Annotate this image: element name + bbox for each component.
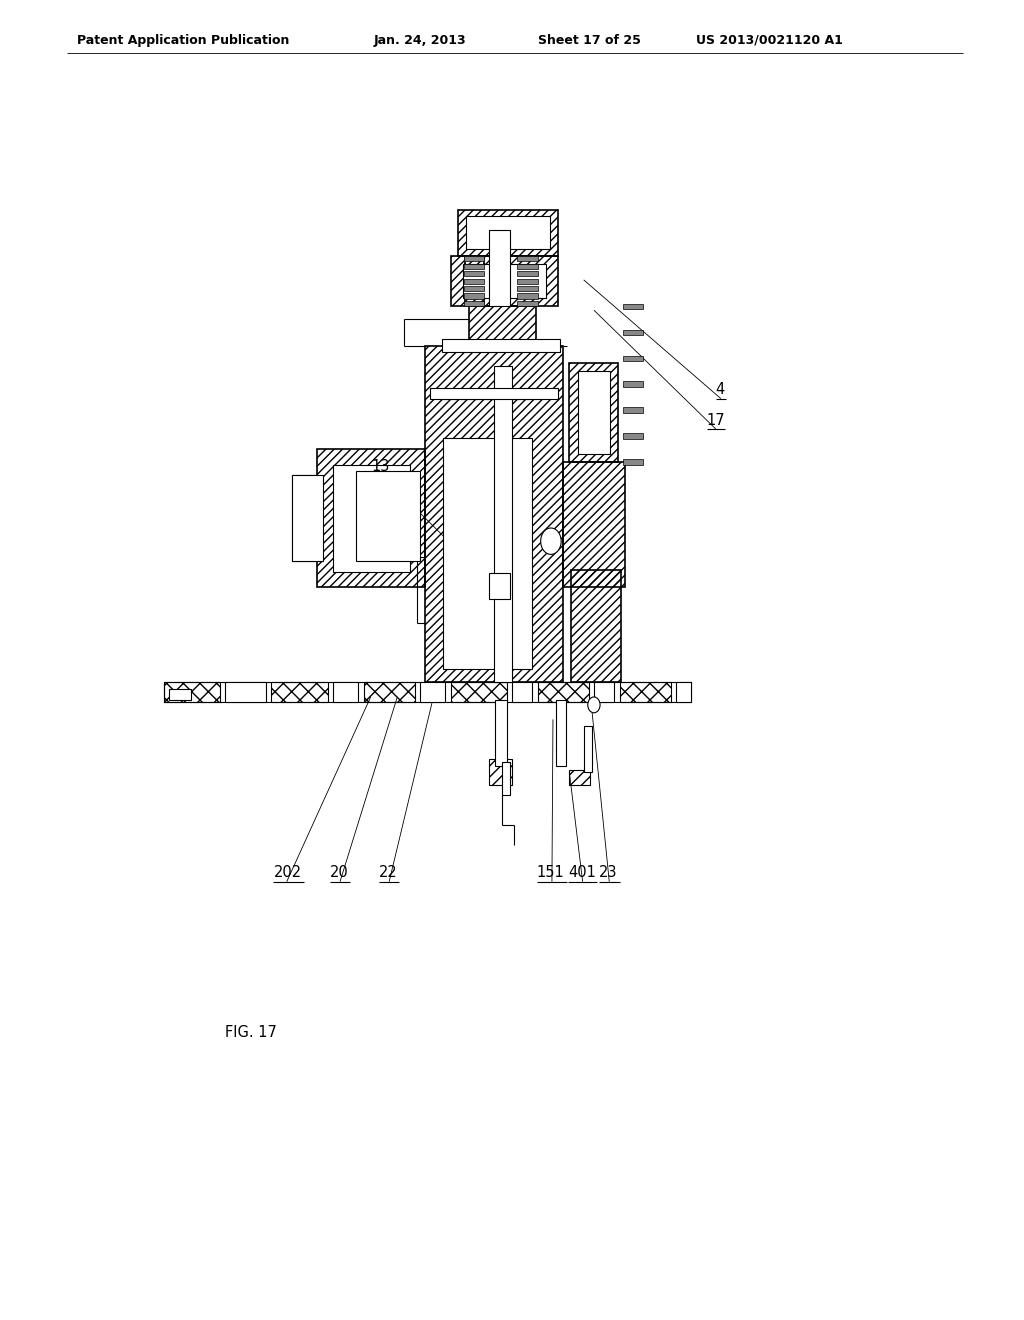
Bar <box>517 279 538 284</box>
Bar <box>623 459 643 465</box>
Bar <box>517 256 538 261</box>
Bar <box>623 304 643 309</box>
Text: 151: 151 <box>537 866 564 880</box>
Bar <box>164 682 220 702</box>
Bar <box>164 682 691 702</box>
Bar <box>464 301 484 306</box>
Bar <box>623 355 643 360</box>
Bar <box>489 573 510 599</box>
Text: 401: 401 <box>568 866 596 880</box>
Bar <box>443 438 532 669</box>
Bar <box>502 762 510 795</box>
Bar <box>458 210 558 256</box>
Text: Sheet 17 of 25: Sheet 17 of 25 <box>538 34 640 46</box>
Bar <box>489 230 510 306</box>
Bar <box>451 256 558 306</box>
Text: Patent Application Publication: Patent Application Publication <box>77 34 289 46</box>
Text: 4: 4 <box>716 383 725 397</box>
Bar <box>451 682 507 702</box>
Bar <box>169 689 191 700</box>
Bar <box>489 759 512 785</box>
Bar <box>563 462 625 587</box>
Bar <box>225 682 266 702</box>
Bar <box>466 216 550 249</box>
Bar <box>425 346 563 682</box>
Bar <box>495 700 507 766</box>
Bar <box>517 264 538 269</box>
Bar <box>571 570 621 682</box>
Bar <box>494 366 512 682</box>
Bar <box>420 682 445 702</box>
Bar <box>464 279 484 284</box>
Bar <box>356 471 420 561</box>
Bar <box>464 256 484 261</box>
Bar <box>538 682 589 702</box>
Bar <box>517 286 538 292</box>
Text: FIG. 17: FIG. 17 <box>225 1026 278 1040</box>
Circle shape <box>541 528 561 554</box>
Bar <box>594 682 614 702</box>
Bar <box>430 388 558 399</box>
Bar <box>464 293 484 298</box>
Bar <box>623 381 643 387</box>
Bar <box>620 682 671 702</box>
Text: US 2013/0021120 A1: US 2013/0021120 A1 <box>696 34 843 46</box>
Bar <box>584 726 592 772</box>
Bar <box>333 682 358 702</box>
Bar <box>464 264 484 269</box>
Bar <box>292 475 323 561</box>
Text: Jan. 24, 2013: Jan. 24, 2013 <box>374 34 466 46</box>
Bar <box>463 264 546 298</box>
Bar <box>364 682 415 702</box>
Circle shape <box>588 697 600 713</box>
Bar <box>464 286 484 292</box>
Bar <box>512 682 532 702</box>
Bar <box>623 433 643 438</box>
Text: 23: 23 <box>599 866 617 880</box>
Bar <box>292 475 317 561</box>
Text: 17: 17 <box>707 413 725 428</box>
Bar <box>623 330 643 335</box>
Bar <box>569 770 590 785</box>
Bar <box>271 682 328 702</box>
Bar <box>464 271 484 276</box>
Bar <box>578 371 610 454</box>
Bar <box>469 306 536 346</box>
Text: 202: 202 <box>273 866 301 880</box>
Bar <box>676 682 691 702</box>
Bar <box>333 465 410 572</box>
Text: 22: 22 <box>379 866 397 880</box>
Bar <box>517 301 538 306</box>
Bar <box>317 449 425 587</box>
Bar <box>556 700 566 766</box>
Bar <box>623 408 643 413</box>
Bar <box>569 363 618 462</box>
Bar <box>517 271 538 276</box>
Text: 13: 13 <box>372 459 390 474</box>
Text: 20: 20 <box>330 866 348 880</box>
Bar <box>442 339 560 352</box>
Bar <box>517 293 538 298</box>
